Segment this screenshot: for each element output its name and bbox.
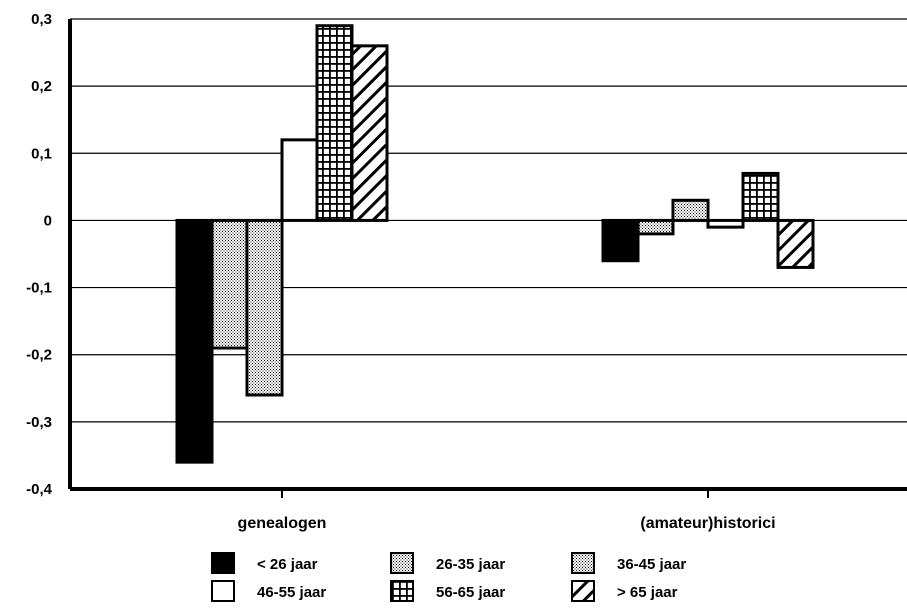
y-tick-label: 0,3	[31, 11, 52, 28]
category-labels: genealogen (amateur)historici	[238, 515, 776, 532]
legend-label: > 65 jaar	[617, 584, 678, 601]
bar	[315, 24, 354, 222]
bar	[706, 218, 745, 229]
bar	[210, 218, 249, 350]
bar	[636, 218, 675, 236]
y-tick-label: -0,2	[26, 347, 52, 364]
y-tick-labels: 0,3 0,2 0,1 0 -0,1 -0,2 -0,3 -0,4	[26, 11, 53, 498]
bar	[776, 218, 815, 269]
legend-swatch	[390, 580, 414, 602]
bar	[175, 218, 214, 464]
legend-swatch	[571, 552, 595, 574]
legend-label: 46-55 jaar	[257, 584, 326, 601]
legend-swatch	[390, 552, 414, 574]
bar	[601, 218, 640, 263]
y-tick-label: 0,2	[31, 78, 52, 95]
legend-label: 26-35 jaar	[436, 556, 505, 573]
legend-label: 36-45 jaar	[617, 556, 686, 573]
y-tick-label: -0,1	[26, 280, 52, 297]
bars	[175, 24, 815, 464]
legend: < 26 jaar 26-35 jaar 36-45 jaar 46-55 jaar 5…	[211, 552, 686, 602]
legend-swatch	[211, 580, 235, 602]
legend-label: 56-65 jaar	[436, 584, 505, 601]
legend-label: < 26 jaar	[257, 556, 318, 573]
y-tick-label: -0,4	[26, 481, 53, 498]
category-label: genealogen	[238, 515, 327, 532]
axes	[68, 19, 907, 498]
legend-swatch	[571, 580, 595, 602]
bar	[245, 218, 284, 397]
y-tick-label: 0	[44, 212, 52, 229]
bar	[671, 198, 710, 222]
bar	[741, 171, 780, 222]
y-tick-label: -0,3	[26, 414, 52, 431]
category-label: (amateur)historici	[640, 515, 775, 532]
y-tick-label: 0,1	[31, 145, 52, 162]
bar	[280, 138, 319, 222]
legend-swatch	[211, 552, 235, 574]
bar	[350, 44, 389, 222]
